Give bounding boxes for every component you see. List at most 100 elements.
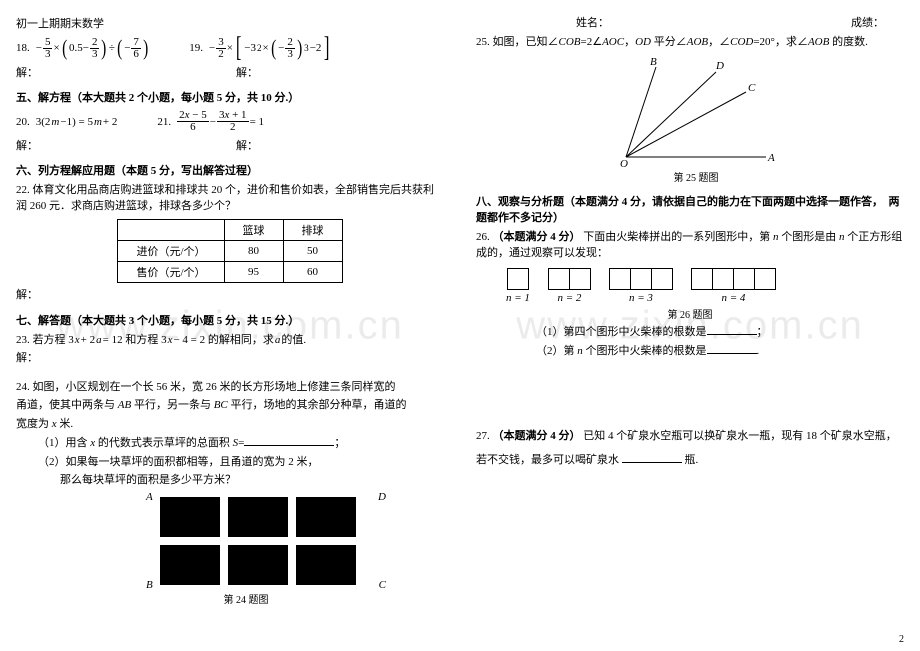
q24-p2b: 那么每块草坪的面积是多少平方米？ bbox=[16, 472, 444, 489]
match-n4: n = 4 bbox=[691, 268, 776, 304]
q26-bold: （本题满分 4 分） bbox=[493, 231, 581, 243]
solve-20: 解： bbox=[16, 137, 196, 153]
q24-l2: 甬道，使其中两条与 AB 平行，另一条与 BC 平行，场地的其余部分种草，甬道的 bbox=[16, 397, 444, 414]
score-label: 成绩： bbox=[851, 14, 884, 30]
table-row: 篮球 排球 bbox=[118, 219, 342, 240]
q24-l1: 24. 如图，小区规划在一个长 56 米，宽 26 米的长方形场地上修建三条同样… bbox=[16, 379, 444, 396]
cell: 50 bbox=[283, 240, 342, 261]
n3-label: n = 3 bbox=[629, 292, 653, 304]
solve-18: 解： bbox=[16, 64, 196, 80]
q22-text: 22. 体育文化用品商店购进篮球和排球共 20 个，进价和售价如表，全部销售完后… bbox=[16, 182, 444, 215]
cell: 80 bbox=[224, 240, 283, 261]
blank[interactable] bbox=[244, 434, 334, 446]
q20-expr: 3(2m−1) = 5m + 2 bbox=[36, 116, 118, 128]
q19-expr: −32×[−32×(−23)3−2] bbox=[209, 37, 332, 60]
label-D: D bbox=[715, 60, 724, 72]
q27: 27. （本题满分 4 分） 已知 4 个矿泉水空瓶可以换矿泉水一瓶，现有 18… bbox=[476, 424, 904, 472]
q26-p2: （2）第 n 个图形中火柴棒的根数是. bbox=[476, 342, 904, 360]
q24-t1: 如图，小区规划在一个长 56 米，宽 26 米的长方形场地上修建三条同样宽的 bbox=[33, 381, 396, 393]
q26-num: 26. bbox=[476, 231, 490, 243]
q18-expr: −53×(0.5−23)÷(−76) bbox=[36, 37, 149, 60]
q21-expr: 2x − 56 − 3x + 12 = 1 bbox=[177, 110, 264, 133]
table-row: 进价（元/个） 80 50 bbox=[118, 240, 342, 261]
solve-row-2: 解： 解： bbox=[16, 137, 444, 153]
label-B: B bbox=[650, 57, 657, 68]
angle-svg: O A B D C bbox=[596, 57, 796, 167]
q24-p1-text: （1）用含 x 的代数式表示草坪的总面积 S= bbox=[38, 437, 244, 449]
q21: 21. 2x − 56 − 3x + 12 = 1 bbox=[157, 110, 264, 133]
n1-label: n = 1 bbox=[506, 292, 530, 304]
solve-22: 解： bbox=[16, 287, 444, 304]
match-n1: n = 1 bbox=[506, 268, 530, 304]
q26-p1-suf: ； bbox=[757, 326, 768, 338]
q26-p1: （1）第四个图形中火柴棒的根数是 ； bbox=[476, 323, 904, 341]
q22-body: 体育文化用品商店购进篮球和排球共 20 个，进价和售价如表，全部销售完后共获利润… bbox=[16, 184, 434, 213]
q20-num: 20. bbox=[16, 116, 30, 128]
th-basketball: 篮球 bbox=[224, 219, 283, 240]
q19: 19. −32×[−32×(−23)3−2] bbox=[189, 37, 332, 60]
label-D: D bbox=[378, 491, 386, 503]
table-row: 售价（元/个） 95 60 bbox=[118, 261, 342, 282]
header-left: 初一上期期末数学 bbox=[16, 16, 444, 33]
blank[interactable] bbox=[622, 451, 682, 463]
label-C: C bbox=[748, 82, 756, 94]
n4-label: n = 4 bbox=[721, 292, 745, 304]
q27-num: 27. bbox=[476, 430, 490, 442]
label-A: A bbox=[146, 491, 153, 503]
section-8: 八、观察与分析题（本题满分 4 分，请依据自己的能力在下面两题中选择一题作答， … bbox=[476, 194, 904, 227]
cell: 95 bbox=[224, 261, 283, 282]
q25-figure: O A B D C 第 25 题图 bbox=[596, 57, 904, 184]
q25: 25. 如图，已知∠COB=2∠AOC，OD 平分∠AOB，∠COD=20°，求… bbox=[476, 34, 904, 51]
section-6: 六、列方程解应用题（本题 5 分，写出解答过程） bbox=[16, 163, 444, 180]
blank[interactable] bbox=[707, 323, 757, 335]
blank[interactable] bbox=[707, 342, 757, 354]
q23-text: 若方程 3x + 2a = 12 和方程 3x − 4 = 2 的解相同，求 a… bbox=[33, 332, 307, 349]
q26-caption: 第 26 题图 bbox=[476, 306, 904, 321]
solve-21: 解： bbox=[236, 137, 258, 153]
q18-q19-row: 18. −53×(0.5−23)÷(−76) 19. −32×[−32×(−23… bbox=[16, 37, 444, 60]
q26-p2-suf: . bbox=[757, 345, 760, 357]
label-A: A bbox=[767, 152, 775, 164]
solve-row-1: 解： 解： bbox=[16, 64, 444, 80]
section-5: 五、解方程（本大题共 2 个小题，每小题 5 分，共 10 分.） bbox=[16, 90, 444, 107]
q26-p1-text: （1）第四个图形中火柴棒的根数是 bbox=[536, 326, 707, 338]
q24-figure: A D B C bbox=[156, 493, 376, 589]
match-n3: n = 3 bbox=[609, 268, 673, 304]
match-n2: n = 2 bbox=[548, 268, 591, 304]
q27-suffix: 瓶. bbox=[685, 454, 699, 466]
cell: 售价（元/个） bbox=[118, 261, 224, 282]
solve-23: 解： bbox=[16, 350, 444, 367]
grass-cell bbox=[160, 545, 220, 585]
q25-caption: 第 25 题图 bbox=[596, 169, 796, 184]
section-7: 七、解答题（本大题共 3 个小题，每小题 5 分，共 15 分.） bbox=[16, 313, 444, 330]
th-empty bbox=[118, 219, 224, 240]
header-right: 姓名： 成绩： bbox=[476, 14, 904, 30]
solve-19: 解： bbox=[236, 64, 258, 80]
grass-cell bbox=[296, 545, 356, 585]
q24-t2: 甬道，使其中两条与 AB 平行，另一条与 BC 平行，场地的其余部分种草，甬道的 bbox=[16, 399, 407, 411]
q20: 20. 3(2m−1) = 5m + 2 bbox=[16, 116, 117, 128]
q25-num: 25. bbox=[476, 36, 490, 48]
q23: 23. 若方程 3x + 2a = 12 和方程 3x − 4 = 2 的解相同… bbox=[16, 332, 444, 349]
th-volleyball: 排球 bbox=[283, 219, 342, 240]
cell: 60 bbox=[283, 261, 342, 282]
label-B: B bbox=[146, 579, 153, 591]
q24-l3: 宽度为 x 米. bbox=[16, 416, 444, 433]
q24-p1-suf: ； bbox=[334, 437, 345, 449]
q20-q21-row: 20. 3(2m−1) = 5m + 2 21. 2x − 56 − 3x + … bbox=[16, 110, 444, 133]
q19-num: 19. bbox=[189, 42, 203, 54]
matches-figure: n = 1 n = 2 n = 3 n = 4 bbox=[506, 268, 904, 304]
name-label: 姓名： bbox=[576, 14, 609, 30]
page-number: 2 bbox=[899, 634, 904, 645]
grass-cell bbox=[160, 497, 220, 537]
n2-label: n = 2 bbox=[557, 292, 581, 304]
q24-caption: 第 24 题图 bbox=[136, 591, 356, 606]
grass-cell bbox=[296, 497, 356, 537]
q24-p2a: （2）如果每一块草坪的面积都相等，且甬道的宽为 2 米， bbox=[16, 454, 444, 471]
q18-num: 18. bbox=[16, 42, 30, 54]
fig24-grid bbox=[156, 493, 376, 589]
q18: 18. −53×(0.5−23)÷(−76) bbox=[16, 37, 149, 60]
q26-p2-text: （2）第 n 个图形中火柴棒的根数是 bbox=[536, 345, 707, 357]
q27-bold: （本题满分 4 分） bbox=[493, 430, 581, 442]
q24-p1: （1）用含 x 的代数式表示草坪的总面积 S= ； bbox=[16, 434, 444, 452]
